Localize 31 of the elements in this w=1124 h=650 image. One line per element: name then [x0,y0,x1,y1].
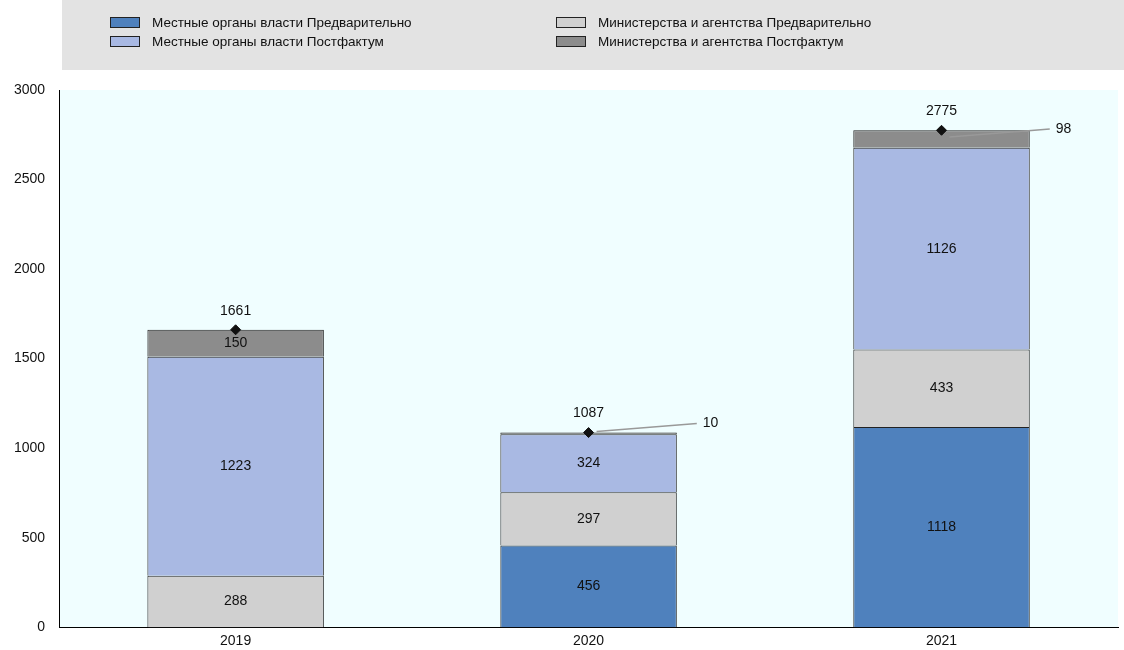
legend-label: Министерства и агентства Предварительно [598,15,872,30]
y-tick-label: 3000 [13,80,46,97]
data-label: 456 [576,577,601,594]
data-label: 1087 [572,404,605,421]
y-tick-label: 1500 [13,349,46,366]
y-tick-label: 2000 [13,259,46,276]
point [230,324,242,336]
point [583,427,595,439]
data-label: 324 [576,454,601,471]
x-tick-label: 2020 [572,632,605,649]
y-tick-label: 0 [37,618,46,635]
y-tick-label: 500 [21,528,46,545]
x-tick-label: 2021 [925,632,958,649]
legend-label: Министерства и агентства Постфактум [598,34,844,49]
point [936,124,948,136]
data-label: 1661 [220,301,252,318]
data-label: 150 [223,334,248,351]
legend-label: Местные органы власти Постфактум [152,34,384,49]
data-label: 2775 [925,102,958,119]
data-label: 1223 [220,456,252,473]
data-label: 10 [702,414,719,431]
y-tick-label: 1000 [13,438,46,455]
data-label: 1126 [926,239,957,256]
legend-label: Местные органы власти Предварительно [152,15,412,30]
x-tick-label: 2019 [220,632,252,649]
data-label: 288 [223,592,248,609]
data-label: 1118 [926,517,957,534]
data-label: 297 [576,509,601,526]
data-label: 433 [929,379,954,396]
data-label: 98 [1055,119,1072,136]
y-tick-label: 2500 [13,170,46,187]
